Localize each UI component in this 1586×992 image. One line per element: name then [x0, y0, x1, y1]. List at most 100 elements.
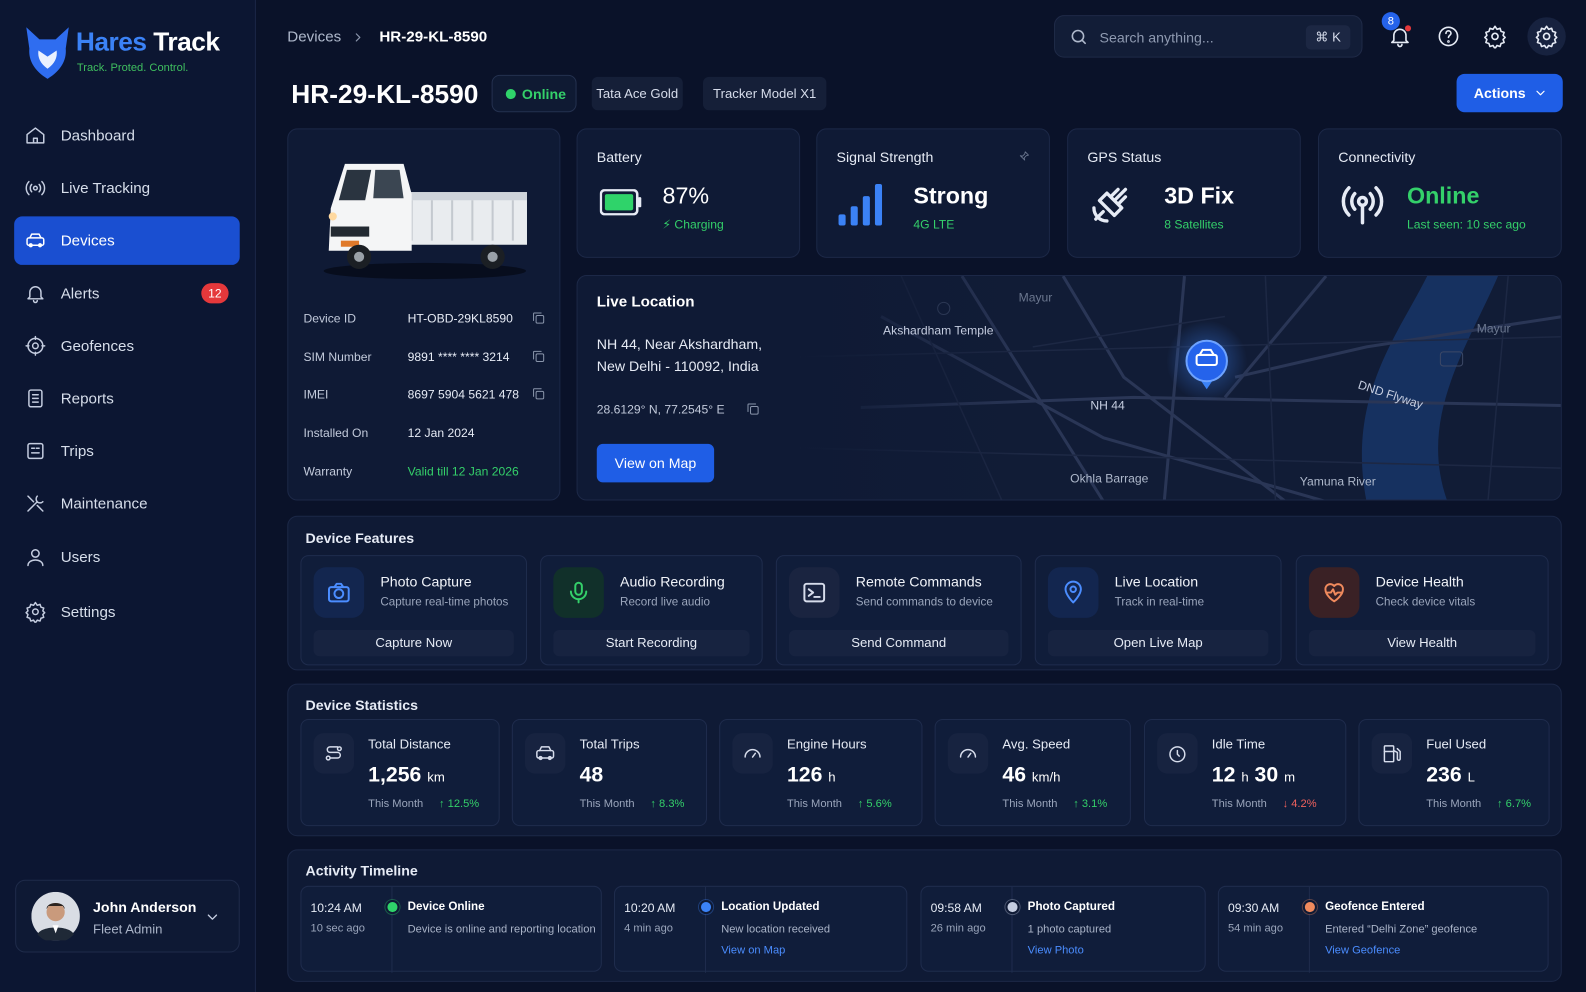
icon-part — [26, 127, 45, 144]
ago: 54 min ago — [1227, 922, 1284, 935]
nav-item[interactable]: Live Tracking — [14, 164, 240, 213]
nav-label: Reports — [60, 390, 114, 408]
user-card[interactable]: John Anderson Fleet Admin — [15, 879, 240, 953]
sidebar: Hares Track Track. Proted. Control. Dashbo… — [0, 0, 256, 992]
actions-button[interactable]: Actions — [1456, 73, 1563, 113]
icon-part — [1064, 580, 1082, 604]
chevron[interactable] — [204, 909, 220, 925]
breadcrumb-parent[interactable]: Devices — [287, 28, 342, 46]
event-link[interactable]: View on Map — [721, 944, 786, 957]
icon-part — [27, 495, 44, 512]
icon-part — [32, 185, 38, 191]
event-link[interactable]: View Geofence — [1325, 944, 1401, 957]
icon-part — [25, 335, 46, 356]
time: 10:24 AM — [310, 900, 362, 916]
icon-part — [1491, 32, 1499, 41]
nav-item[interactable]: Dashboard — [14, 111, 240, 160]
feature-button[interactable]: Send Command — [788, 629, 1009, 657]
icon-part — [747, 403, 757, 413]
copy-icon[interactable] — [531, 349, 546, 364]
copy-icon[interactable] — [745, 401, 760, 416]
help[interactable] — [1436, 24, 1460, 48]
search-box[interactable]: Search anything... ⌘ K — [1053, 15, 1363, 58]
icon-part — [1019, 151, 1029, 161]
device-card: Device ID HT-OBD-29KL8590 SIM Number 9891 *… — [287, 128, 561, 501]
copy-icon[interactable] — [531, 386, 546, 401]
brand-part: Track — [153, 26, 220, 57]
icon-part — [569, 581, 588, 604]
icon-part — [604, 194, 634, 211]
icon-part — [26, 127, 45, 144]
map-label: Okhla Barrage — [1070, 471, 1149, 486]
detail-value: HT-OBD-29KL8590 — [407, 311, 513, 326]
detail-value: 12 Jan 2024 — [407, 425, 475, 440]
icon-part — [487, 251, 498, 262]
pin-icon[interactable] — [1018, 150, 1031, 163]
status-dot — [505, 88, 516, 100]
nav-item[interactable]: Users — [14, 533, 240, 582]
icon-part — [599, 189, 642, 216]
stat-icon — [1371, 733, 1413, 774]
stat-unit: h — [1241, 769, 1249, 785]
feature-button[interactable]: Open Live Map — [1047, 629, 1269, 657]
feature-button[interactable]: View Health — [1308, 629, 1536, 657]
logo — [24, 24, 71, 81]
nav-item[interactable]: Trips — [14, 427, 240, 476]
stat-glyph — [957, 742, 979, 764]
stat-number: 236 — [1426, 763, 1462, 787]
event: Device Online — [407, 900, 485, 914]
nav-item[interactable]: Devices — [14, 216, 240, 265]
icon-part — [1169, 746, 1186, 763]
icon-part — [28, 389, 43, 408]
detail-label: IMEI — [303, 387, 329, 402]
nav-item[interactable]: Geofences — [14, 322, 240, 371]
ago: 10 sec ago — [310, 922, 365, 935]
actions-label: Actions — [1473, 84, 1526, 102]
icon-part — [407, 192, 527, 245]
icon-part — [28, 243, 33, 248]
stat-icon — [1157, 733, 1198, 774]
nav-icon — [24, 546, 46, 568]
icon-part — [536, 746, 555, 761]
icon-part — [1542, 32, 1551, 41]
stat-change: ↑ 5.6% — [857, 797, 892, 810]
icon-part — [1069, 585, 1077, 594]
stat-unit: m — [1284, 769, 1296, 785]
card-detail: Last seen: 10 sec ago — [1407, 217, 1526, 231]
settings-round[interactable] — [1527, 17, 1566, 56]
icon-part — [410, 200, 514, 241]
stat-glyph — [1166, 742, 1188, 764]
icon-part — [569, 590, 588, 604]
icon-part — [328, 586, 350, 603]
icon-part — [533, 350, 542, 360]
detail-text: 4G LTE — [913, 217, 955, 232]
detail-text: Last seen: 10 sec ago — [1406, 217, 1526, 232]
settings[interactable] — [1483, 24, 1507, 49]
nav-badge: 12 — [201, 283, 229, 304]
feature-card: Photo Capture Capture real-time photos Cap… — [300, 555, 527, 666]
icon-part — [1325, 588, 1343, 596]
notifications[interactable] — [1388, 24, 1412, 48]
feature-button[interactable]: Capture Now — [313, 629, 514, 657]
card-value: Strong — [913, 182, 989, 209]
icon-part — [328, 212, 337, 221]
time: 10:20 AM — [624, 900, 676, 916]
nav-item[interactable]: Reports — [14, 374, 240, 423]
nav-item[interactable]: Settings — [14, 588, 240, 637]
card-title: Signal Strength — [836, 148, 934, 165]
icon-part — [533, 350, 545, 363]
view-map-button[interactable]: View on Map — [596, 443, 715, 483]
stat-number: 1,256 — [368, 763, 422, 787]
feature-card: Live Location Track in real-time Open Live… — [1034, 555, 1282, 666]
icon-part — [1535, 25, 1558, 49]
nav-item[interactable]: Maintenance — [14, 479, 240, 528]
icon-part — [1071, 29, 1086, 45]
copy-icon[interactable] — [531, 310, 546, 325]
nav-label: Devices — [60, 232, 115, 250]
nav-item[interactable]: Alerts 12 — [14, 269, 240, 318]
icon-part — [333, 588, 345, 600]
event-link[interactable]: View Photo — [1027, 944, 1084, 957]
timeline-rail — [1308, 886, 1310, 973]
icon-part — [538, 755, 543, 761]
feature-button[interactable]: Start Recording — [553, 629, 750, 657]
